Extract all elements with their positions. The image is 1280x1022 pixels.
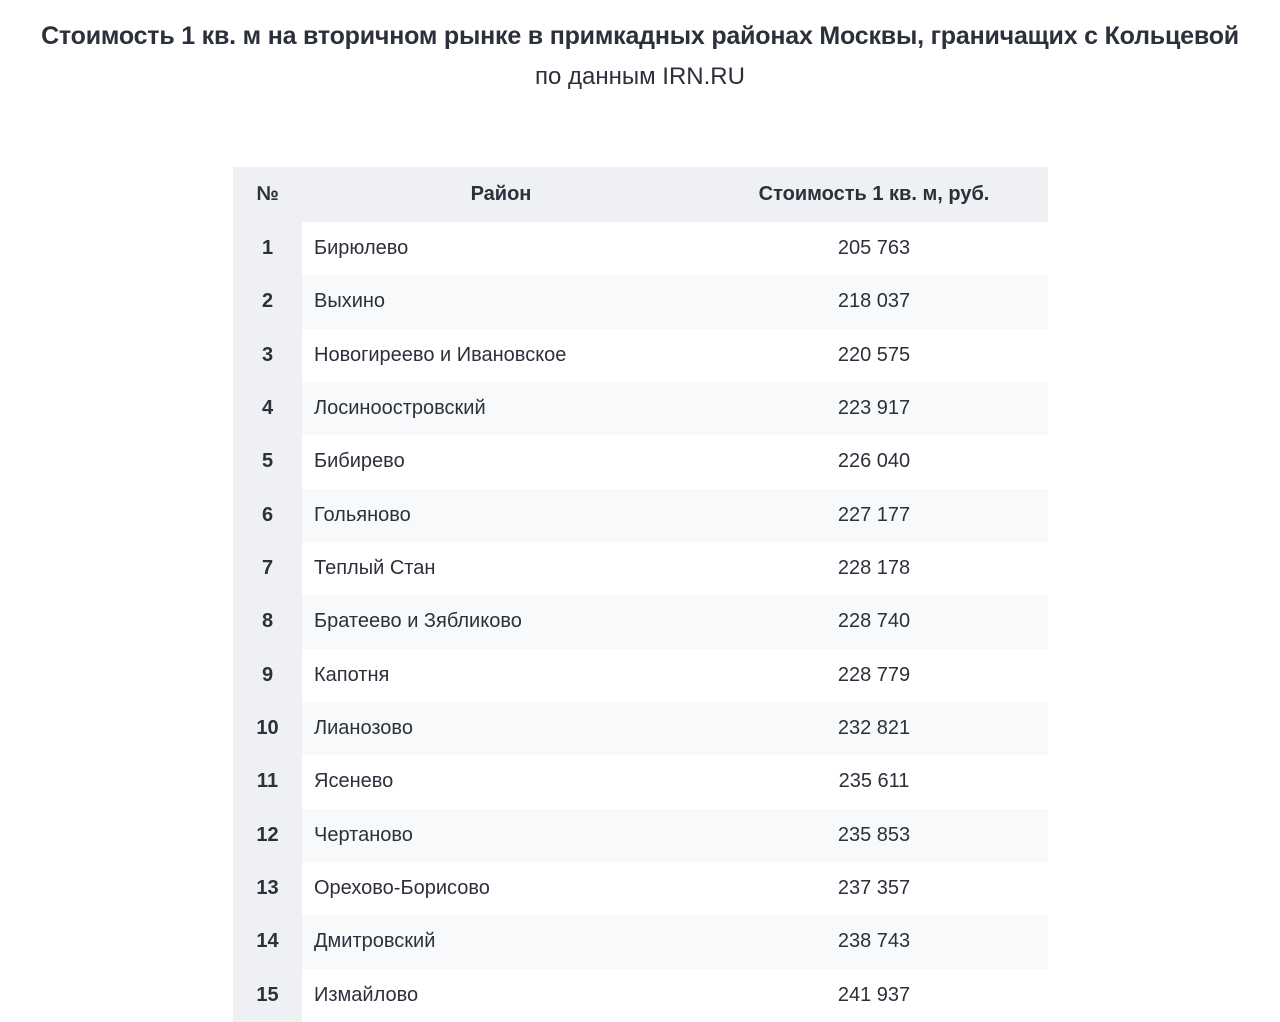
row-number: 5: [233, 435, 302, 489]
district-name: Ясенево: [314, 770, 394, 793]
district-name: Дмитровский: [302, 915, 700, 969]
price: 237 357: [837, 877, 911, 900]
table-row: 4 Лосиноостровский 223 917: [233, 381, 1048, 436]
district-name: Лосиноостровский: [302, 381, 700, 436]
table-body: 1 Бирюлево 205 763 2 Выхино 218 037 3 Новогирее…: [233, 222, 1048, 1022]
title: Стоимость 1 кв. м на вторичном рынке в п…: [41, 22, 1239, 50]
column-header: Стоимость 1 кв. м, руб.: [700, 167, 1048, 222]
price: 220 575: [837, 343, 911, 366]
row-number: 12: [233, 808, 302, 862]
price: 241 937: [837, 983, 911, 1006]
table-row: 9 Капотня 228 779: [233, 648, 1048, 702]
price: 227 177: [700, 488, 1048, 542]
price: 223 917: [700, 381, 1048, 436]
district-name: Измайлово: [314, 983, 419, 1006]
price: 228 779: [837, 663, 911, 686]
price: 235 853: [700, 808, 1048, 862]
header-row: № Район Стоимость 1 кв. м, руб.: [233, 167, 1048, 222]
district-name: Гольяново: [302, 488, 700, 542]
district-name: Новогиреево и Ивановское: [314, 343, 567, 366]
district-name: Братеево и Зябликово: [302, 595, 700, 649]
subtitle: по данным IRN.RU: [535, 63, 745, 90]
table-row: 13 Орехово-Борисово 237 357: [233, 861, 1048, 916]
price: 238 743: [700, 915, 1048, 969]
price: 228 178: [837, 557, 911, 580]
row-number: 6: [233, 488, 302, 542]
price: 205 763: [837, 237, 911, 260]
price: 228 740: [700, 595, 1048, 649]
price: 232 821: [700, 701, 1048, 756]
table-row: 10 Лианозово 232 821: [233, 701, 1048, 756]
row-number: 3: [233, 328, 302, 382]
district-name: Капотня: [314, 663, 390, 686]
price-table: № Район Стоимость 1 кв. м, руб. 1 Бирюлев…: [233, 167, 1048, 1022]
district-name: Орехово-Борисово: [314, 877, 490, 900]
row-number: 4: [233, 381, 302, 436]
district-name: Теплый Стан: [314, 557, 436, 580]
row-number: 11: [233, 755, 302, 809]
row-number: 13: [233, 861, 302, 916]
table-row: 1 Бирюлево 205 763: [233, 222, 1048, 276]
row-number: 9: [233, 648, 302, 702]
table-row: 5 Бибирево 226 040: [233, 435, 1048, 489]
row-number: 7: [233, 541, 302, 596]
table-row: 14 Дмитровский 238 743: [233, 915, 1048, 969]
price: 218 037: [700, 275, 1048, 329]
row-number: 15: [233, 968, 302, 1022]
row-number: 8: [233, 595, 302, 649]
price: 235 611: [838, 770, 910, 793]
district-name: Лианозово: [302, 701, 700, 756]
table-row: 7 Теплый Стан 228 178: [233, 541, 1048, 596]
table-row: 2 Выхино 218 037: [233, 275, 1048, 329]
row-number: 2: [233, 275, 302, 329]
table-row: 11 Ясенево 235 611: [233, 755, 1048, 809]
table-row: 12 Чертаново 235 853: [233, 808, 1048, 862]
table-row: 3 Новогиреево и Ивановское 220 575: [233, 328, 1048, 382]
district-name: Выхино: [302, 275, 700, 329]
table-row: 6 Гольяново 227 177: [233, 488, 1048, 542]
row-number: 14: [233, 915, 302, 969]
district-name: Чертаново: [302, 808, 700, 862]
table-row: 15 Измайлово 241 937: [233, 968, 1048, 1022]
district-name: Бирюлево: [314, 237, 409, 260]
row-number: 1: [233, 222, 302, 276]
row-number: 10: [233, 701, 302, 756]
column-header: №: [233, 167, 302, 222]
price: 226 040: [837, 450, 911, 473]
column-header: Район: [302, 167, 700, 222]
district-name: Бибирево: [314, 450, 405, 473]
table-row: 8 Братеево и Зябликово 228 740: [233, 595, 1048, 649]
